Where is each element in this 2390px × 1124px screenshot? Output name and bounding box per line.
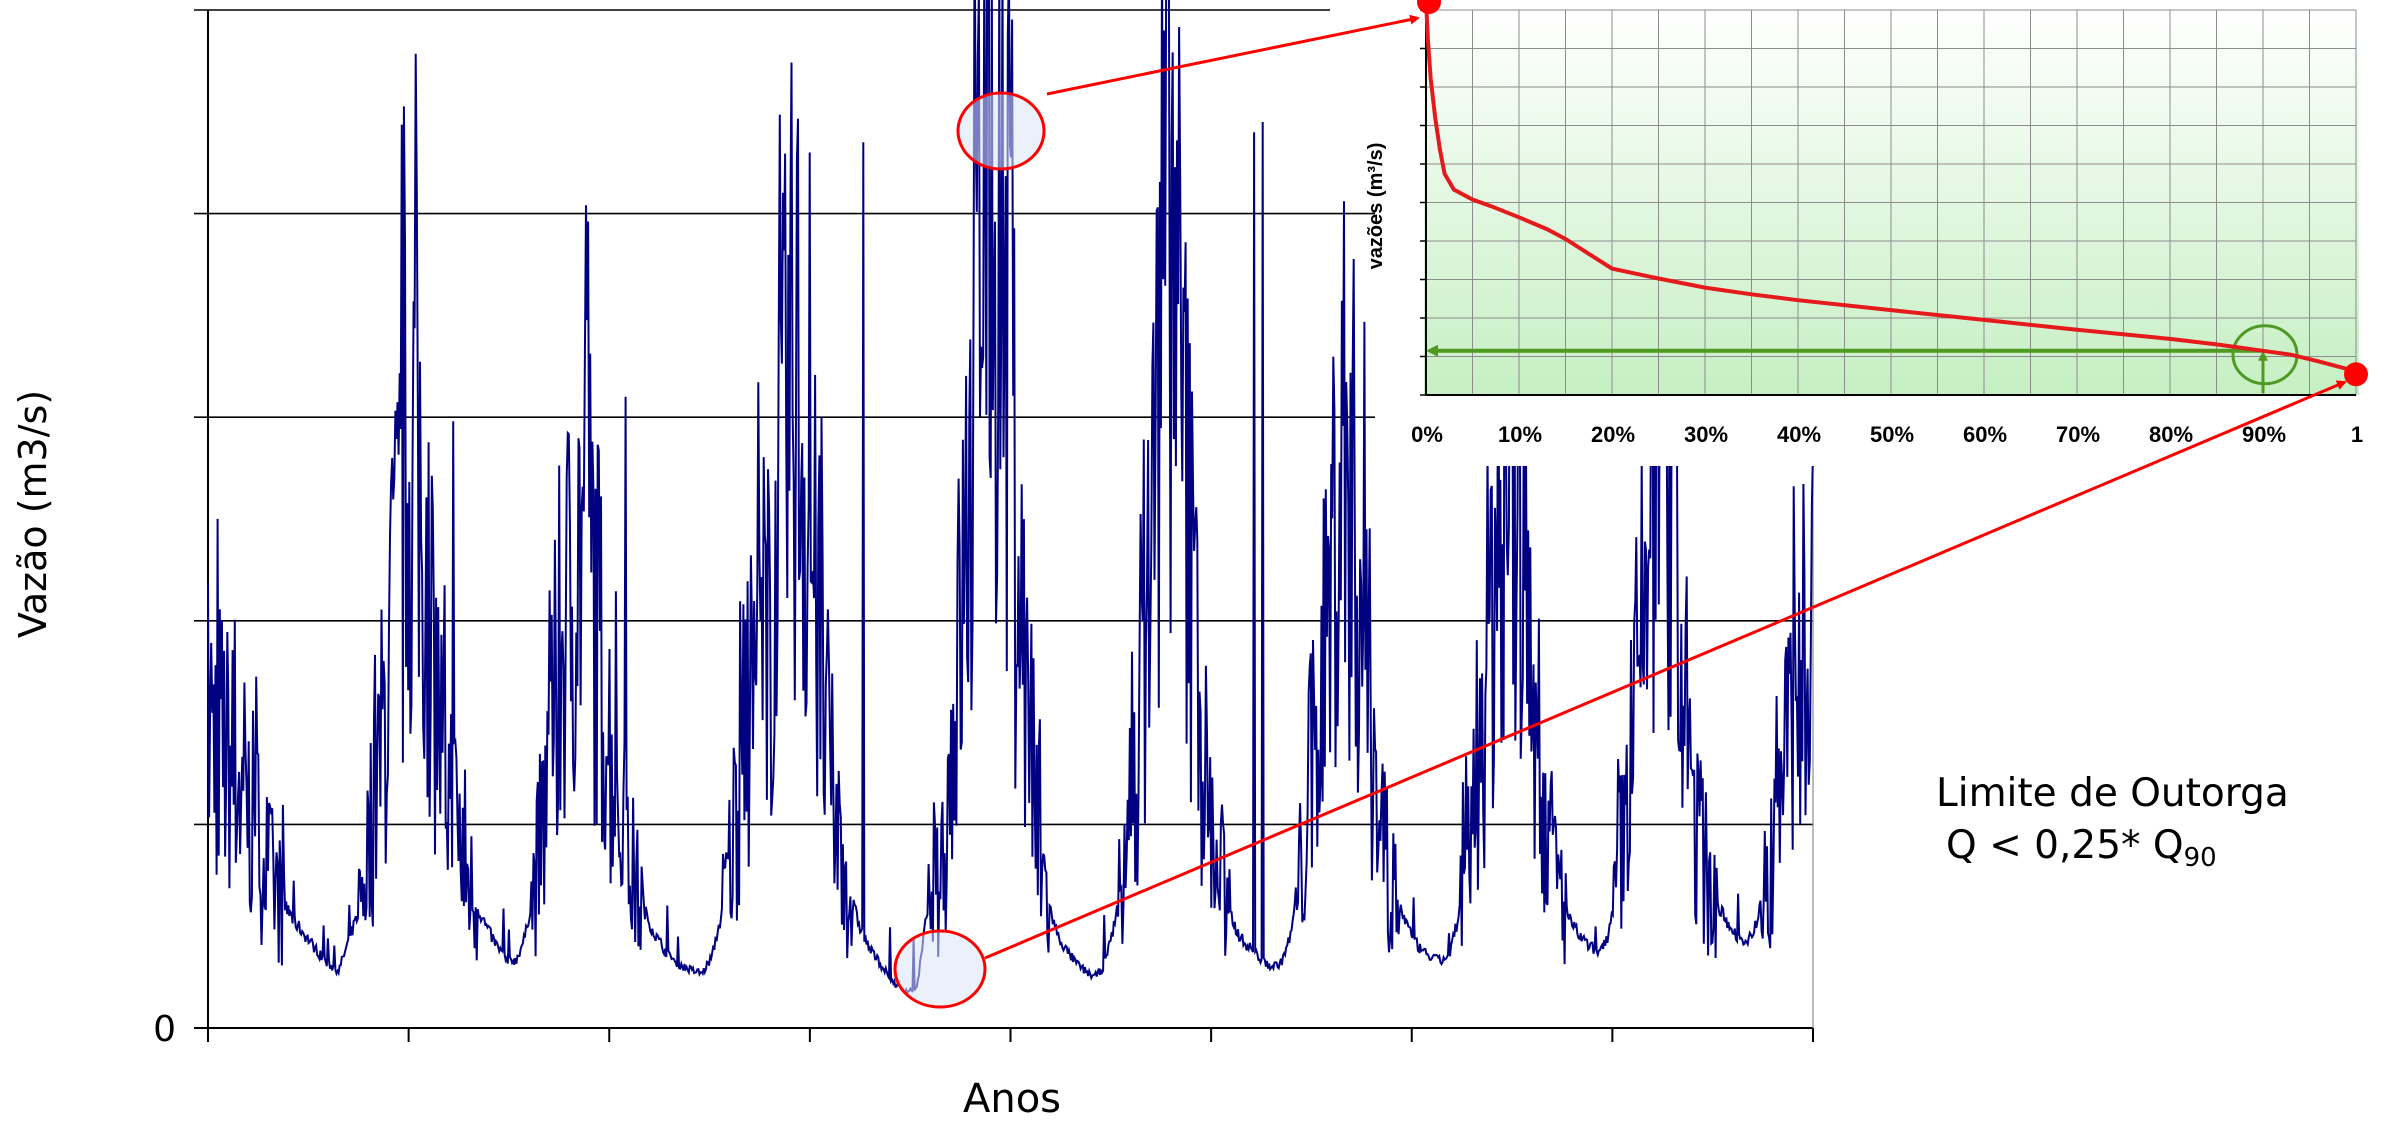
inset-axes (1420, 9, 2356, 396)
inset-x-tick-label-2: 20% (1591, 422, 1635, 447)
q90-up-arrowhead (2258, 350, 2268, 361)
formula-subscript: 90 (2183, 843, 2217, 873)
inset-x-tick-label-3: 30% (1684, 422, 1728, 447)
low-flow-highlight-ellipse (893, 929, 987, 1009)
inset-x-tick-label-4: 40% (1777, 422, 1821, 447)
inset-x-tick-label-0: 0% (1411, 422, 1443, 447)
q90-left-arrowhead (1426, 344, 1438, 357)
inset-x-tick-label-10: 1 (2351, 422, 2363, 447)
min-flow-dot (2344, 362, 2368, 387)
flow-duration-inset: 0% 10% 20% 30% 40% 50% 60% 70% 80% 90% 1 vazões (m… (1365, 0, 2390, 466)
duration-curve-line (1424, 0, 2357, 374)
peak-arrow (1046, 14, 1420, 96)
x-axis-label: Anos (963, 1076, 1061, 1122)
inset-x-tick-label-5: 50% (1870, 422, 1914, 447)
grant-limit-formula: Q < 0,25* Q90 (1936, 820, 2289, 884)
callouts (893, 14, 2347, 1009)
y-tick-label-0: 0 (153, 1009, 176, 1050)
inset-x-tick-label-1: 10% (1498, 422, 1542, 447)
hydrograph-axes (194, 10, 1814, 1042)
peak-highlight-ellipse (956, 91, 1046, 171)
inset-x-tick-label-7: 70% (2056, 422, 2100, 447)
inset-y-axis-label: vazões (m³/s) (1365, 143, 1387, 270)
inset-x-tick-label-6: 60% (1963, 422, 2007, 447)
inset-x-tick-label-8: 80% (2149, 422, 2193, 447)
inset-x-tick-label-9: 90% (2242, 422, 2286, 447)
y-axis-label: Vazão (m3/s) (11, 390, 55, 638)
grant-limit-title: Limite de Outorga (1936, 771, 2289, 816)
formula-text: Q < 0,25* Q (1946, 823, 2184, 868)
low-flow-arrow (984, 380, 2347, 960)
grant-limit-annotation: Limite de Outorga Q < 0,25* Q90 (1936, 768, 2289, 884)
inset-gridlines (1425, 9, 2357, 396)
max-flow-dot (1417, 0, 1441, 14)
y-tick-labels: 0 (153, 1009, 176, 1050)
inset-x-tick-labels: 0% 10% 20% 30% 40% 50% 60% 70% 80% 90% 1 (1411, 422, 2363, 447)
